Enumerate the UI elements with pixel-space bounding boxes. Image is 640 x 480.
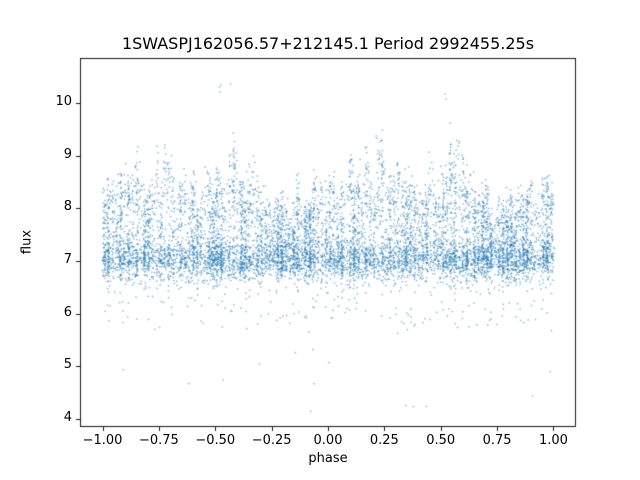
y-tick-label: 7 [63, 251, 72, 267]
x-tick-label: 0.25 [369, 433, 399, 448]
x-tick-label: 1.00 [538, 433, 568, 448]
x-axis-label: phase [308, 451, 348, 466]
x-tick-label: −0.50 [195, 433, 236, 448]
x-tick-label: −1.00 [82, 433, 123, 448]
y-tick-label: 9 [63, 146, 72, 162]
y-tick-label: 4 [63, 410, 72, 426]
x-tick-label: −0.75 [138, 433, 179, 448]
y-tick-label: 8 [63, 199, 72, 215]
y-tick-label: 10 [55, 93, 72, 109]
y-axis-label: flux [19, 229, 35, 255]
y-tick-label: 5 [63, 357, 72, 373]
x-tick-label: 0.00 [313, 433, 343, 448]
y-tick-label: 6 [63, 304, 72, 320]
x-tick-label: 0.75 [482, 433, 512, 448]
chart-title: 1SWASPJ162056.57+212145.1 Period 2992455… [121, 34, 535, 53]
x-tick-label: 0.50 [426, 433, 456, 448]
x-tick-label: −0.25 [251, 433, 292, 448]
